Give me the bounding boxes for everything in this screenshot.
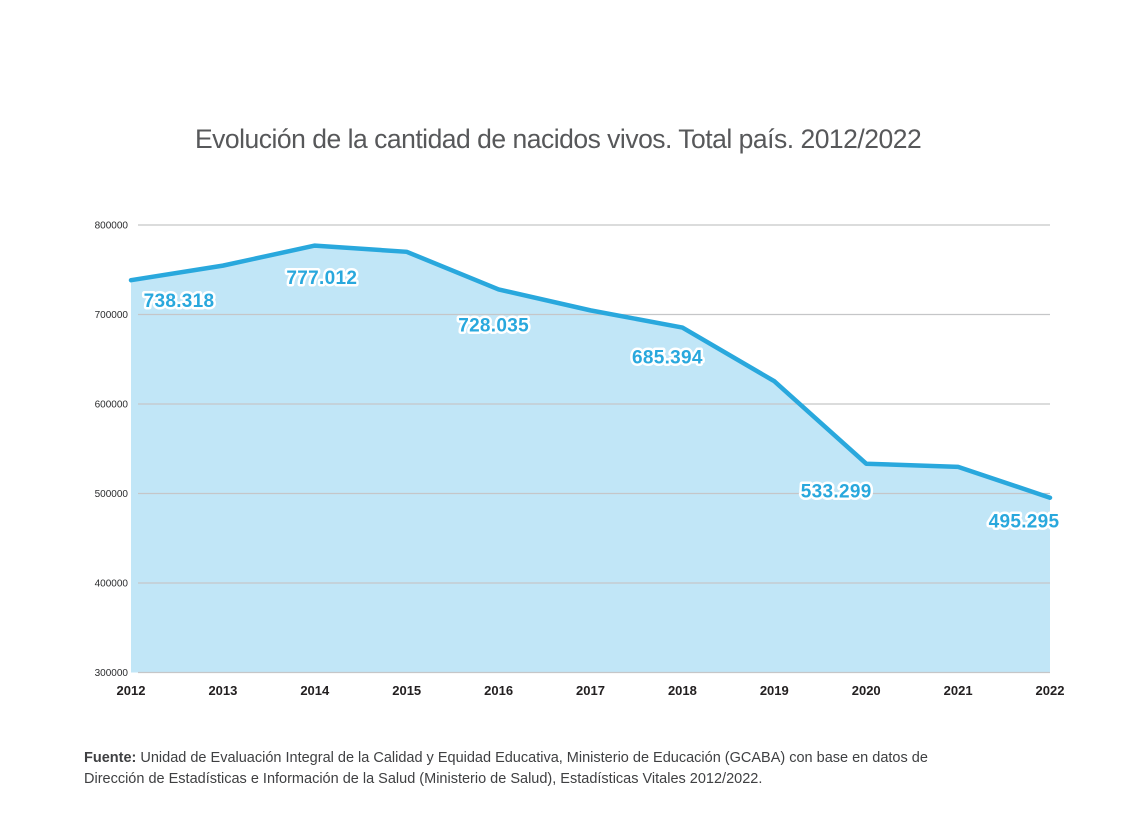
data-label-2022: 495.295 bbox=[989, 512, 1060, 533]
data-label-2016: 728.035 bbox=[458, 315, 529, 336]
source-note-line1: Unidad de Evaluación Integral de la Cali… bbox=[140, 749, 928, 766]
data-label-2012: 738.318 bbox=[144, 291, 215, 312]
x-tick-label: 2014 bbox=[300, 683, 330, 698]
x-tick-label: 2012 bbox=[117, 683, 146, 698]
data-label-2014: 777.012 bbox=[286, 268, 357, 289]
x-tick-label: 2019 bbox=[760, 683, 789, 698]
data-label-2020: 533.299 bbox=[801, 482, 872, 503]
x-tick-label: 2015 bbox=[392, 683, 421, 698]
trend-line bbox=[128, 243, 1053, 500]
chart-title: Evolución de la cantidad de nacidos vivo… bbox=[195, 124, 922, 154]
source-note-line2: Dirección de Estadísticas e Información … bbox=[84, 770, 763, 787]
x-tick-label: 2022 bbox=[1036, 683, 1065, 698]
source-note-prefix: Fuente: bbox=[84, 749, 137, 766]
x-tick-label: 2013 bbox=[208, 683, 237, 698]
x-tick-label: 2020 bbox=[852, 683, 881, 698]
y-tick-label: 600000 bbox=[95, 400, 129, 411]
source-note: Fuente: Unidad de Evaluación Integral de… bbox=[84, 748, 1094, 790]
x-tick-label: 2017 bbox=[576, 683, 605, 698]
y-tick-label: 800000 bbox=[95, 221, 129, 232]
data-label-2018: 685.394 bbox=[632, 348, 703, 369]
y-tick-label: 400000 bbox=[95, 579, 129, 590]
x-tick-label: 2021 bbox=[944, 683, 973, 698]
y-tick-label: 300000 bbox=[95, 668, 129, 679]
area-fill bbox=[131, 245, 1050, 673]
y-tick-label: 700000 bbox=[95, 310, 129, 321]
y-tick-label: 500000 bbox=[95, 489, 129, 500]
x-tick-label: 2016 bbox=[484, 683, 513, 698]
x-tick-label: 2018 bbox=[668, 683, 697, 698]
